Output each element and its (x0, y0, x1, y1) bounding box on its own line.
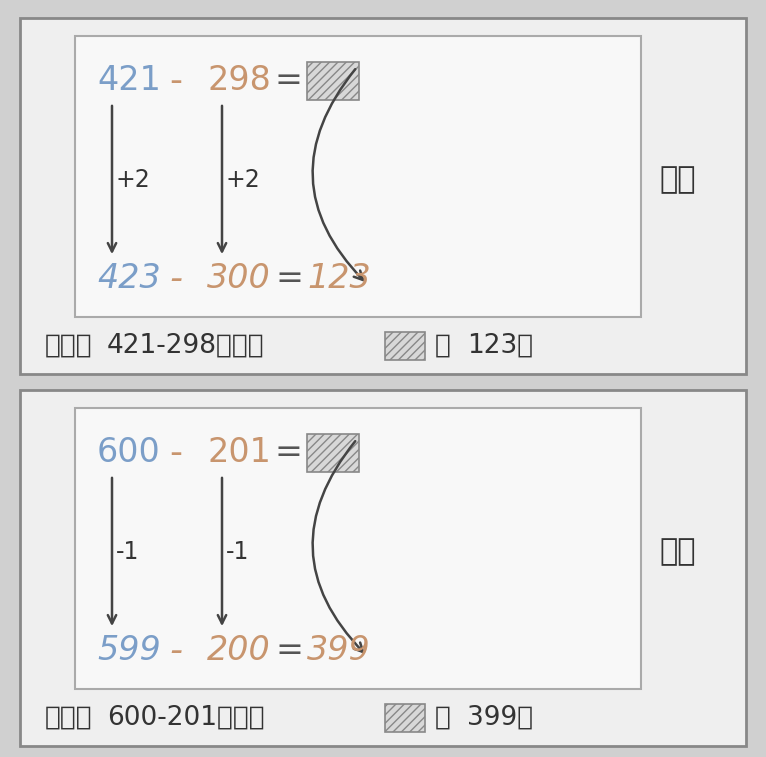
Text: -: - (169, 436, 182, 470)
Text: 298: 298 (207, 64, 270, 98)
FancyArrowPatch shape (313, 441, 363, 652)
Text: 423: 423 (97, 263, 161, 295)
Text: -1: -1 (226, 540, 250, 564)
Bar (307, 434, 359, 472)
Text: 不变: 不变 (659, 166, 696, 195)
Text: 因此，: 因此， (45, 705, 93, 731)
Text: 是: 是 (435, 333, 451, 359)
Text: 421-298的答案: 421-298的答案 (107, 333, 264, 359)
Text: 421: 421 (97, 64, 161, 98)
Text: 600-201的答案: 600-201的答案 (107, 705, 264, 731)
Text: 123。: 123。 (467, 333, 533, 359)
Text: 300: 300 (207, 263, 270, 295)
Text: +2: +2 (116, 168, 151, 192)
Text: =: = (275, 263, 303, 295)
Text: =: = (275, 64, 303, 98)
Text: -: - (169, 64, 182, 98)
Bar (385, 332, 425, 360)
Text: 123: 123 (307, 263, 371, 295)
Text: 399: 399 (307, 634, 371, 668)
FancyArrowPatch shape (313, 69, 363, 280)
Text: 201: 201 (207, 437, 271, 469)
Text: 600: 600 (97, 437, 161, 469)
Text: 399。: 399。 (467, 705, 533, 731)
Text: -: - (169, 634, 182, 668)
Text: =: = (275, 634, 303, 668)
Text: -1: -1 (116, 540, 139, 564)
Text: 不变: 不变 (659, 537, 696, 566)
Text: 是: 是 (435, 705, 451, 731)
Bar (20, 390, 746, 746)
Bar (20, 18, 746, 374)
Text: 599: 599 (97, 634, 161, 668)
Text: 200: 200 (207, 634, 270, 668)
Bar (307, 62, 359, 100)
Bar (75, 36, 641, 317)
Text: -: - (169, 262, 182, 296)
Bar (385, 704, 425, 732)
Bar (75, 408, 641, 689)
Text: =: = (275, 437, 303, 469)
Text: 因此，: 因此， (45, 333, 93, 359)
Text: +2: +2 (226, 168, 260, 192)
